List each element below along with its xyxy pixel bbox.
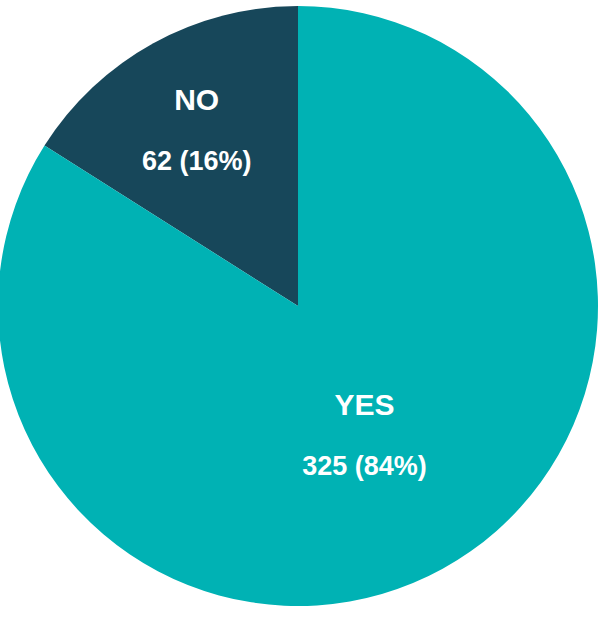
pie-slice bbox=[0, 6, 598, 606]
slice-category-label: NO bbox=[174, 83, 219, 116]
slices bbox=[0, 6, 598, 606]
labels: NO 62 (16%) YES 325 (84%) bbox=[142, 83, 427, 481]
slice-value-label: 62 (16%) bbox=[142, 146, 252, 176]
pie-chart: NO 62 (16%) YES 325 (84%) bbox=[0, 0, 600, 626]
slice-category-label: YES bbox=[335, 388, 395, 421]
slice-value-label: 325 (84%) bbox=[302, 451, 427, 481]
